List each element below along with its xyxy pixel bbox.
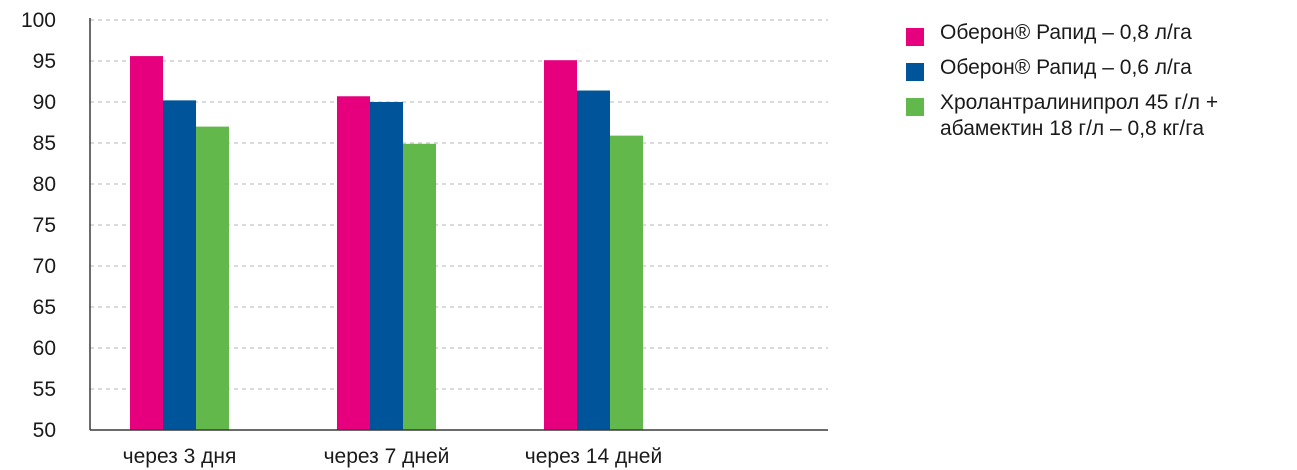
bar [610, 135, 643, 430]
bar [577, 90, 610, 431]
y-tick-label: 75 [33, 214, 56, 237]
axes [89, 18, 828, 431]
y-tick-label: 70 [33, 255, 56, 278]
y-tick-label: 80 [33, 173, 56, 196]
y-tick-label: 90 [33, 91, 56, 114]
bar [337, 96, 370, 430]
legend-label: Оберон® Рапид – 0,8 л/га [940, 21, 1192, 44]
x-axis-ticks: через 3 дня через 7 дней через 14 дней [123, 445, 663, 468]
bar [403, 143, 436, 430]
x-tick-label: через 7 дней [324, 445, 450, 468]
legend-item: Хролантралинипрол 45 г/л + абамектин 18 … [906, 90, 1291, 142]
bar [370, 102, 403, 430]
y-tick-label: 60 [33, 337, 56, 360]
bar [130, 56, 163, 430]
legend-item: Оберон® Рапид – 0,6 л/га [906, 55, 1291, 81]
y-axis-ticks: 50 55 60 65 70 75 80 85 90 95 100 [21, 9, 56, 442]
y-tick-label: 50 [33, 419, 56, 442]
legend: Оберон® Рапид – 0,8 л/га Оберон® Рапид –… [906, 20, 1291, 151]
x-tick-label: через 14 дней [525, 445, 662, 468]
y-tick-label: 85 [33, 132, 56, 155]
bar [544, 60, 577, 431]
bars [130, 56, 643, 431]
x-tick-label: через 3 дня [123, 445, 237, 468]
y-tick-label: 95 [33, 50, 56, 73]
legend-swatch-blue [906, 63, 924, 81]
legend-swatch-pink [906, 28, 924, 46]
legend-label: Оберон® Рапид – 0,6 л/га [940, 56, 1192, 79]
legend-item: Оберон® Рапид – 0,8 л/га [906, 20, 1291, 46]
bar [163, 100, 196, 431]
y-tick-label: 100 [21, 9, 56, 32]
bar [196, 126, 229, 430]
legend-label: Хролантралинипрол 45 г/л + абамектин 18 … [940, 91, 1219, 140]
legend-swatch-green [906, 98, 924, 116]
y-tick-label: 55 [33, 378, 56, 401]
y-tick-label: 65 [33, 296, 56, 319]
